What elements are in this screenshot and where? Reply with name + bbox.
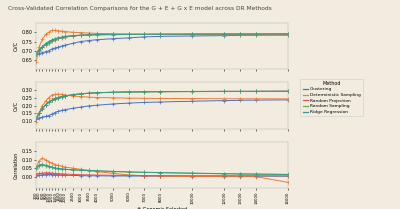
Legend: Clustering, Deterministic Sampling, Random Projection, Random Sampling, Ridge Re: Clustering, Deterministic Sampling, Rand… (300, 79, 363, 116)
Text: Cross-Validated Correlation Comparisons for the G + E + G x E model across DR Me: Cross-Validated Correlation Comparisons … (8, 6, 272, 11)
X-axis label: # Genomic Selected: # Genomic Selected (137, 207, 187, 209)
Y-axis label: Correlation: Correlation (14, 151, 19, 178)
Y-axis label: CVC: CVC (14, 41, 19, 51)
Y-axis label: CVC: CVC (14, 101, 19, 111)
